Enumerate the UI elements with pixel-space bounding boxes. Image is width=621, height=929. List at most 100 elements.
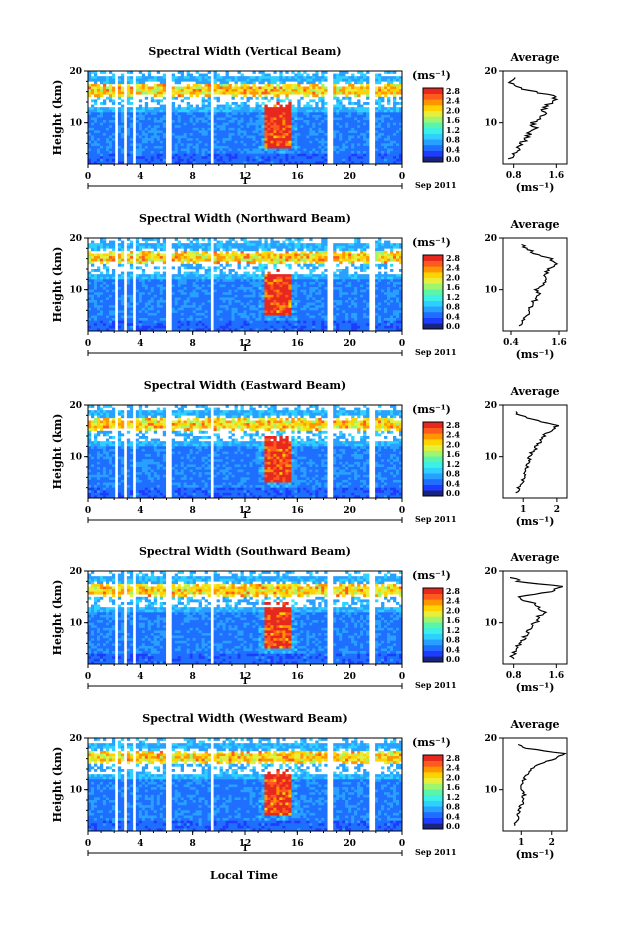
heatmap-cell	[150, 300, 155, 303]
heatmap-cell	[345, 71, 349, 74]
heatmap-cell	[360, 263, 364, 267]
heatmap-cell	[318, 133, 322, 136]
heatmap-cell	[129, 102, 134, 105]
heatmap-cell	[141, 284, 146, 288]
heatmap-cell	[351, 91, 355, 95]
heatmap-cell	[126, 135, 131, 139]
heatmap-cell	[246, 271, 250, 275]
heatmap-cell	[129, 71, 134, 74]
heatmap-cell	[384, 256, 388, 259]
heatmap-cell	[189, 117, 193, 121]
heatmap-cell	[342, 135, 346, 139]
heatmap-cell	[189, 279, 193, 283]
heatmap-cell	[150, 289, 155, 293]
heatmap-cell	[312, 127, 316, 131]
colorbar-swatch	[423, 144, 443, 151]
heatmap-cell	[255, 158, 259, 162]
heatmap-cell	[339, 99, 343, 103]
heatmap-cell	[129, 145, 134, 149]
heatmap-cell	[312, 294, 316, 298]
heatmap-cell	[363, 145, 367, 149]
heatmap-cell	[216, 153, 220, 157]
heatmap-cell	[216, 158, 220, 162]
heatmap-cell	[273, 86, 277, 90]
heatmap-cell	[312, 248, 316, 252]
heatmap-cell	[324, 138, 328, 142]
heatmap-cell	[180, 86, 184, 90]
heatmap-cell	[276, 151, 280, 154]
heatmap-cell	[267, 281, 271, 285]
heatmap-cell	[375, 297, 379, 301]
heatmap-cell	[348, 153, 352, 157]
heatmap-cell	[339, 104, 343, 108]
heatmap-cell	[285, 245, 289, 249]
heatmap-cell	[339, 109, 343, 113]
heatmap-cell	[249, 151, 253, 154]
heatmap-cell	[201, 158, 205, 162]
heatmap-cell	[333, 287, 337, 290]
heatmap-cell	[360, 151, 364, 154]
heatmap-cell	[117, 161, 122, 165]
heatmap-cell	[129, 78, 134, 82]
heatmap-cell	[258, 104, 262, 108]
heatmap-cell	[261, 133, 265, 136]
heatmap-cell	[384, 297, 388, 301]
heatmap-cell	[240, 145, 244, 149]
heatmap-cell	[156, 145, 161, 149]
heatmap-cell	[102, 297, 107, 301]
heatmap-cell	[246, 292, 250, 296]
heatmap-cell	[198, 133, 202, 136]
heatmap-cell	[99, 76, 104, 80]
heatmap-cell	[273, 135, 277, 139]
heatmap-cell	[324, 71, 328, 74]
heatmap-cell	[207, 297, 211, 301]
heatmap-cell	[88, 256, 92, 259]
heatmap-cell	[231, 125, 235, 129]
heatmap-cell	[255, 276, 259, 280]
heatmap-cell	[237, 161, 241, 165]
heatmap-cell	[141, 302, 146, 306]
heatmap-cell	[216, 279, 220, 283]
heatmap-cell	[297, 153, 301, 157]
heatmap-cell	[88, 294, 92, 298]
heatmap-cell	[396, 281, 400, 285]
heatmap-cell	[393, 89, 397, 92]
heatmap-cell	[135, 127, 140, 131]
heatmap-cell	[297, 292, 301, 296]
heatmap-cell	[357, 153, 361, 157]
heatmap-cell	[198, 279, 202, 283]
heatmap-cell	[213, 292, 217, 296]
heatmap-cell	[96, 297, 101, 301]
heatmap-cell	[381, 158, 385, 162]
heatmap-cell	[240, 109, 244, 113]
heatmap-cell	[285, 86, 289, 90]
heatmap-cell	[153, 297, 158, 301]
heatmap-cell	[99, 302, 104, 306]
heatmap-cell	[273, 281, 277, 285]
heatmap-cell	[312, 143, 316, 147]
heatmap-cell	[171, 300, 176, 303]
heatmap-cell	[396, 258, 400, 262]
heatmap-cell	[249, 86, 253, 90]
heatmap-cell	[177, 258, 181, 262]
heatmap-cell	[384, 133, 388, 136]
heatmap-cell	[351, 292, 355, 296]
heatmap-cell	[303, 138, 307, 142]
heatmap-cell	[270, 112, 274, 116]
heatmap-cell	[195, 266, 199, 270]
heatmap-cell	[150, 148, 155, 152]
heatmap-cell	[159, 143, 164, 147]
heatmap-cell	[219, 109, 223, 113]
heatmap-cell	[216, 107, 220, 111]
heatmap-cell	[360, 276, 364, 280]
heatmap-cell	[111, 81, 116, 85]
heatmap-cell	[315, 133, 319, 136]
heatmap-cell	[261, 292, 265, 296]
heatmap-cell	[285, 107, 289, 111]
colorbar-tick-label: 0.4	[446, 144, 460, 154]
heatmap-cell	[294, 143, 298, 147]
heatmap-cell	[279, 161, 283, 165]
heatmap-cell	[297, 294, 301, 298]
heatmap-cell	[252, 297, 256, 301]
heatmap-cell	[354, 281, 358, 285]
